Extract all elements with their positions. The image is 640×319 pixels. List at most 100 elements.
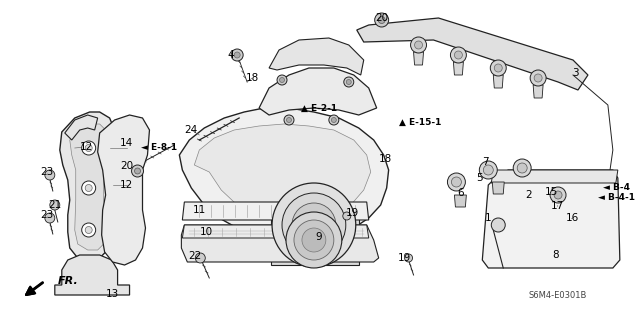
Circle shape: [411, 37, 426, 53]
Circle shape: [374, 13, 388, 27]
Circle shape: [494, 64, 502, 72]
Polygon shape: [70, 124, 108, 250]
Text: 1: 1: [485, 213, 492, 223]
Text: S6M4-E0301B: S6M4-E0301B: [528, 292, 586, 300]
Polygon shape: [181, 225, 379, 262]
Ellipse shape: [540, 202, 568, 242]
Text: 5: 5: [476, 173, 483, 183]
Circle shape: [447, 173, 465, 191]
Polygon shape: [179, 108, 388, 238]
Circle shape: [490, 60, 506, 76]
Circle shape: [234, 52, 240, 58]
Text: 14: 14: [120, 138, 133, 148]
Circle shape: [85, 226, 92, 234]
Polygon shape: [483, 170, 620, 268]
Circle shape: [492, 218, 505, 232]
Circle shape: [82, 141, 95, 155]
Circle shape: [85, 145, 92, 152]
Text: 11: 11: [193, 205, 206, 215]
Text: 12: 12: [120, 180, 133, 190]
Text: 3: 3: [572, 68, 579, 78]
Circle shape: [530, 70, 546, 86]
Circle shape: [483, 165, 493, 175]
Text: 19: 19: [398, 253, 412, 263]
Text: 4: 4: [228, 50, 234, 60]
Text: 21: 21: [48, 200, 61, 210]
Circle shape: [513, 159, 531, 177]
Circle shape: [415, 41, 422, 49]
Text: 8: 8: [552, 250, 558, 260]
Polygon shape: [269, 38, 364, 75]
Circle shape: [45, 170, 55, 180]
Polygon shape: [454, 195, 467, 207]
Circle shape: [272, 183, 356, 267]
Circle shape: [286, 212, 342, 268]
Ellipse shape: [577, 202, 605, 242]
Text: 9: 9: [316, 232, 322, 242]
Circle shape: [277, 75, 287, 85]
Text: 17: 17: [550, 201, 564, 211]
Text: 18: 18: [246, 73, 259, 83]
Polygon shape: [259, 68, 377, 115]
Circle shape: [282, 193, 346, 257]
Polygon shape: [55, 255, 129, 295]
Circle shape: [344, 77, 354, 87]
Text: 16: 16: [565, 213, 579, 223]
Text: 2: 2: [525, 190, 531, 200]
Circle shape: [479, 161, 497, 179]
Text: 23: 23: [40, 210, 54, 220]
Circle shape: [329, 115, 339, 125]
Text: ▲ E-15-1: ▲ E-15-1: [399, 117, 442, 127]
Circle shape: [332, 117, 337, 122]
Circle shape: [302, 228, 326, 252]
Circle shape: [287, 117, 291, 122]
Text: ◄ E-8-1: ◄ E-8-1: [141, 144, 177, 152]
Polygon shape: [271, 213, 359, 265]
Text: 22: 22: [189, 251, 202, 261]
Circle shape: [280, 78, 285, 83]
Circle shape: [550, 187, 566, 203]
Circle shape: [378, 17, 385, 24]
Text: 20: 20: [120, 161, 133, 171]
Polygon shape: [65, 115, 98, 140]
Circle shape: [343, 212, 351, 220]
Circle shape: [451, 177, 461, 187]
Circle shape: [534, 74, 542, 82]
Circle shape: [454, 51, 462, 59]
Circle shape: [346, 79, 351, 85]
Ellipse shape: [543, 205, 565, 239]
Text: 7: 7: [482, 157, 488, 167]
Text: 13: 13: [106, 289, 119, 299]
Circle shape: [554, 191, 562, 199]
Polygon shape: [493, 75, 503, 88]
Polygon shape: [182, 225, 369, 238]
Text: 19: 19: [346, 208, 360, 218]
Circle shape: [132, 165, 143, 177]
Polygon shape: [356, 18, 588, 90]
Ellipse shape: [580, 205, 602, 239]
Circle shape: [292, 203, 336, 247]
Polygon shape: [492, 170, 618, 183]
Circle shape: [404, 254, 413, 262]
Text: ◄ B-4: ◄ B-4: [604, 183, 630, 192]
Polygon shape: [492, 182, 504, 194]
Text: 10: 10: [200, 227, 213, 237]
Circle shape: [517, 163, 527, 173]
Circle shape: [451, 47, 467, 63]
Text: 24: 24: [185, 125, 198, 135]
Circle shape: [284, 115, 294, 125]
Polygon shape: [60, 112, 115, 262]
Circle shape: [294, 220, 334, 260]
Text: 20: 20: [375, 13, 388, 23]
Text: 12: 12: [80, 142, 93, 152]
Polygon shape: [453, 62, 463, 75]
Polygon shape: [533, 85, 543, 98]
Circle shape: [45, 213, 55, 223]
Circle shape: [231, 49, 243, 61]
Circle shape: [85, 184, 92, 191]
Ellipse shape: [503, 202, 531, 242]
Text: ▲ E-2-1: ▲ E-2-1: [301, 103, 337, 113]
Polygon shape: [182, 202, 369, 220]
Text: 15: 15: [545, 187, 557, 197]
Polygon shape: [195, 124, 371, 220]
